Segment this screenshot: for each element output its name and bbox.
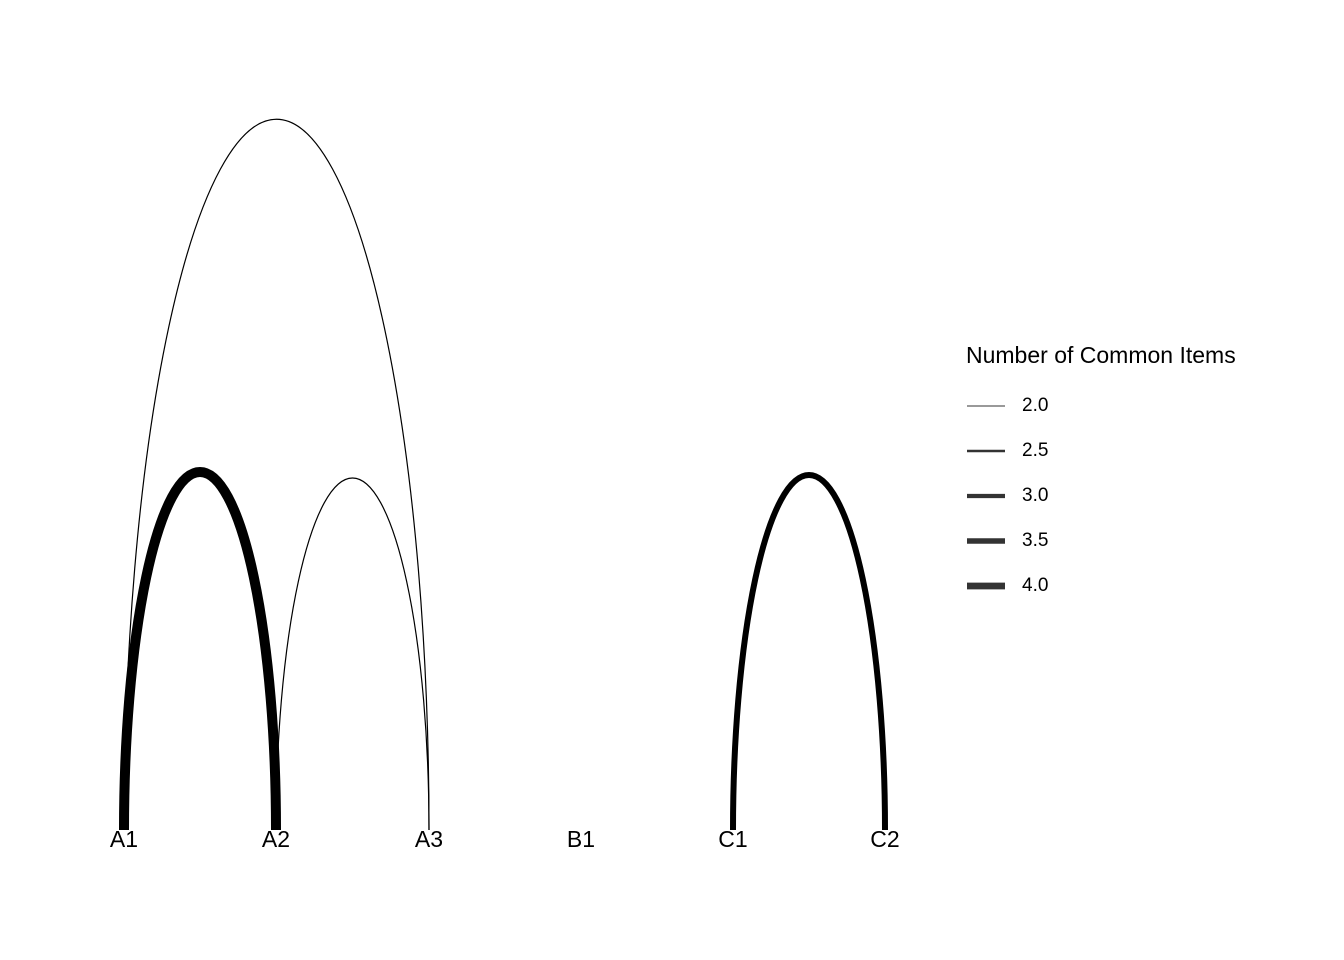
- legend-line-swatch: [967, 449, 1005, 452]
- legend-item-label: 2.5: [1022, 439, 1049, 461]
- legend-title: Number of Common Items: [966, 342, 1236, 368]
- legend-item: 2.5: [966, 428, 1236, 473]
- legend-line-swatch: [967, 405, 1005, 406]
- legend-item-label: 3.5: [1022, 529, 1049, 551]
- node-label-c1: C1: [718, 826, 747, 852]
- legend-item-label: 4.0: [1022, 574, 1049, 596]
- legend-item: 3.0: [966, 473, 1236, 518]
- node-label-a2: A2: [262, 826, 290, 852]
- node-label-c2: C2: [870, 826, 899, 852]
- legend-line-swatch: [967, 582, 1005, 589]
- legend-line-swatch: [967, 493, 1005, 498]
- legend-item: 3.5: [966, 518, 1236, 563]
- node-label-b1: B1: [567, 826, 595, 852]
- arc-a1-a2: [119, 467, 281, 831]
- legend-item-label: 3.0: [1022, 484, 1049, 506]
- legend-line-swatch: [967, 537, 1005, 544]
- legend-item-label: 2.0: [1022, 394, 1049, 416]
- legend-item: 4.0: [966, 563, 1236, 608]
- node-label-a3: A3: [415, 826, 443, 852]
- arc-c1-c2: [730, 472, 888, 831]
- legend-entries: 2.0 2.5 3.0 3.5: [966, 383, 1236, 608]
- node-label-a1: A1: [110, 826, 138, 852]
- legend-item: 2.0: [966, 383, 1236, 428]
- legend: Number of Common Items 2.0 2.5 3.0: [966, 342, 1236, 608]
- arc-a2-a3: [275, 477, 430, 831]
- arc-a1-a3: [123, 118, 430, 831]
